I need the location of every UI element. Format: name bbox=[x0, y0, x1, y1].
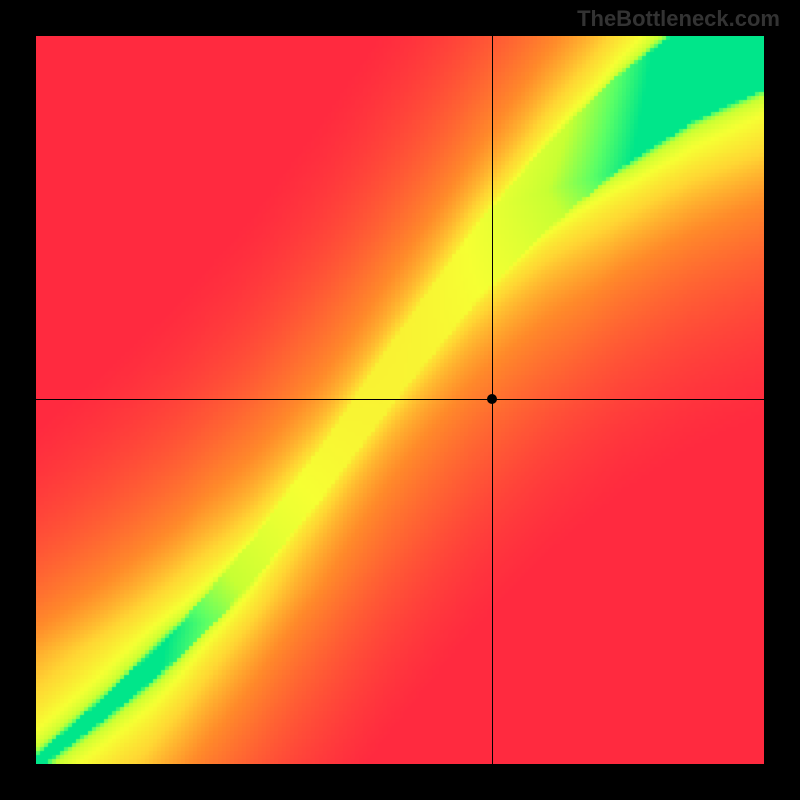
source-watermark: TheBottleneck.com bbox=[577, 6, 780, 32]
heatmap-canvas bbox=[36, 36, 764, 764]
chart-container: TheBottleneck.com bbox=[0, 0, 800, 800]
plot-area bbox=[36, 36, 764, 764]
